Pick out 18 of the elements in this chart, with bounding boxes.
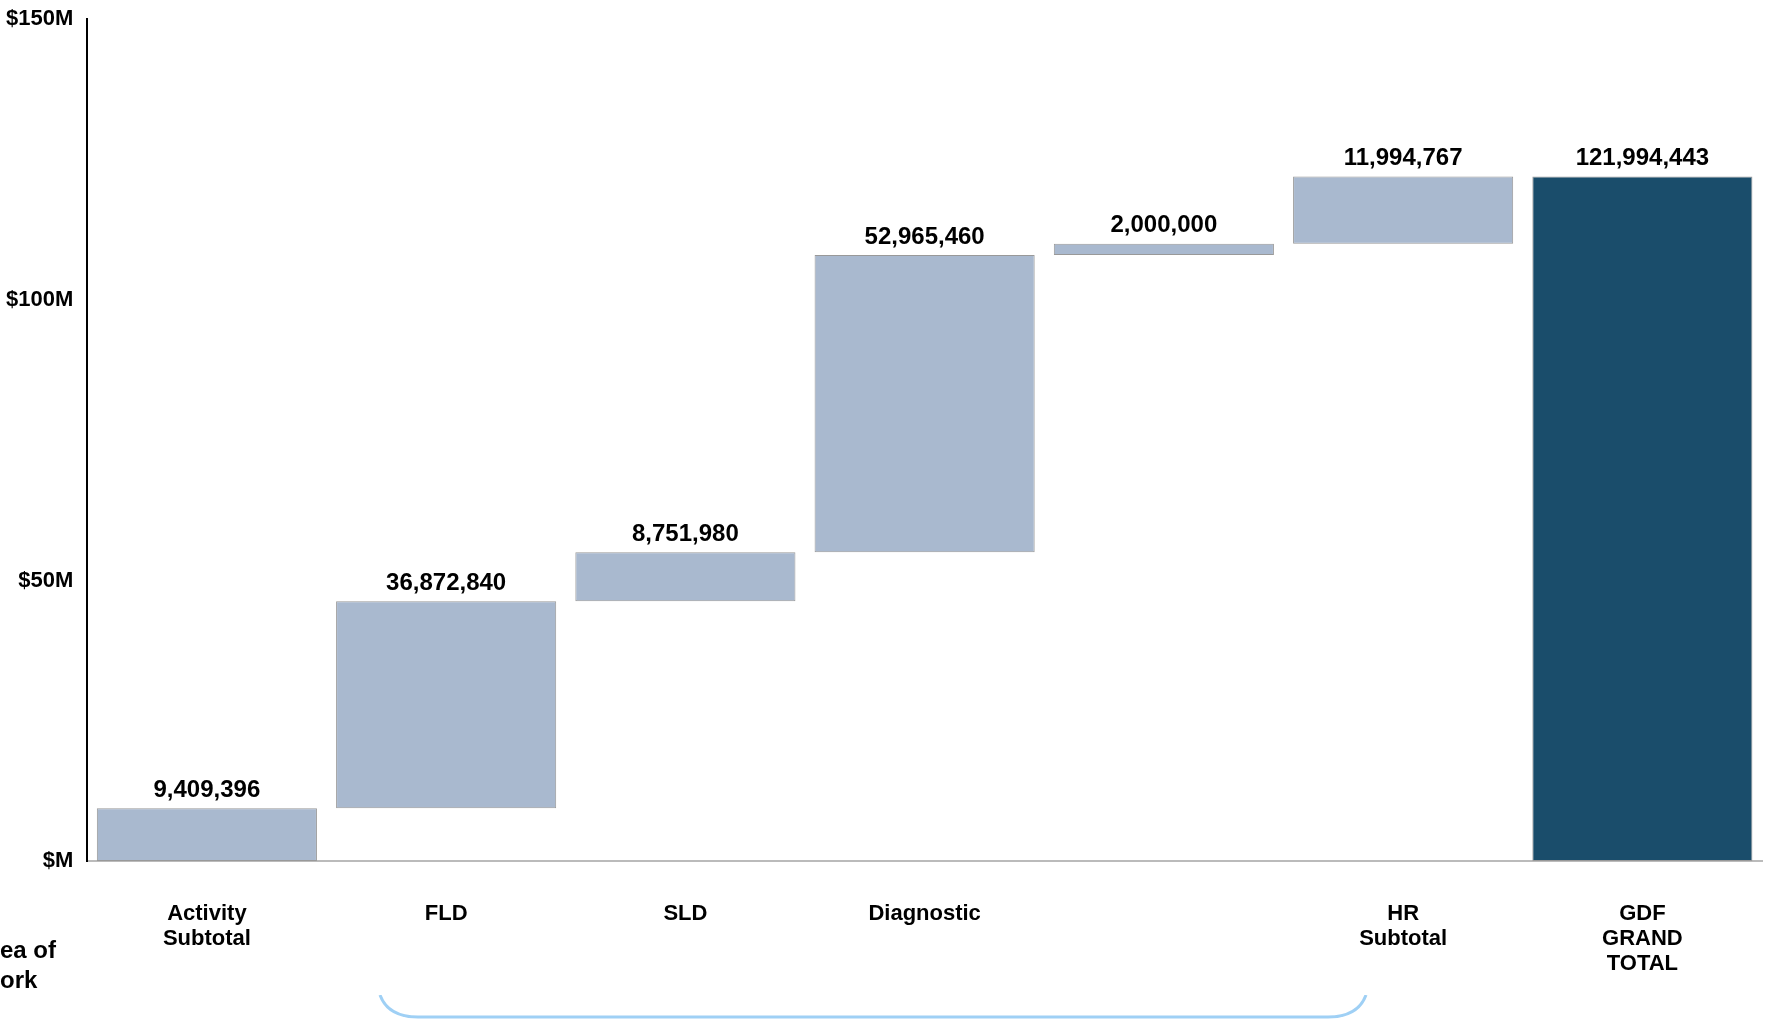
x-tick-label: Activity Subtotal — [162, 899, 251, 951]
data-label: 36,872,840 — [386, 567, 507, 595]
y-tick-label: $100M — [5, 285, 74, 311]
data-label: 11,994,767 — [1343, 143, 1463, 171]
text: ea of ork — [0, 935, 57, 995]
x-tick-label: HR Subtotal — [1359, 899, 1448, 951]
data-label: 8,751,980 — [632, 518, 739, 546]
x-tick-label: GDF GRAND TOTAL — [1602, 899, 1683, 976]
data-label: 2,000,000 — [1110, 210, 1218, 238]
y-tick-label: $M — [42, 847, 74, 873]
data-label: 52,965,460 — [864, 221, 985, 249]
y-tick-label: $150M — [5, 5, 74, 31]
data-label: 9,409,396 — [153, 774, 261, 802]
x-tick-label: FLD — [424, 899, 468, 925]
x-tick-label: SLD — [663, 899, 708, 925]
x-tick-label: Diagnostic — [868, 899, 981, 925]
data-label: 121,994,443 — [1575, 143, 1710, 171]
y-tick-label: $50M — [18, 566, 74, 592]
